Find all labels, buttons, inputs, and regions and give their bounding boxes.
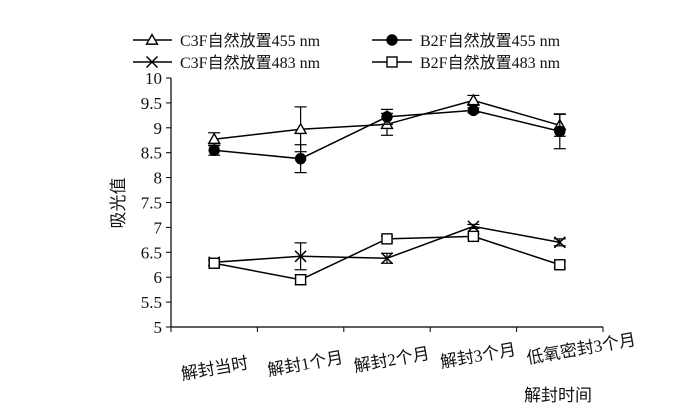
legend-marker-open-triangle xyxy=(145,33,159,45)
legend-marker-1-glyph-shape xyxy=(386,34,398,46)
series-2-point-2 xyxy=(380,252,394,265)
legend-marker-3-glyph-shape xyxy=(386,56,398,68)
series-layer xyxy=(207,93,567,286)
series-1-point-3-shape xyxy=(467,104,480,117)
legend-marker-x xyxy=(145,55,159,69)
y-tick-label-4: 7 xyxy=(154,218,163,237)
y-tick-label-7: 8.5 xyxy=(141,144,162,163)
series-2-point-1 xyxy=(294,250,307,263)
legend-marker-0-glyph xyxy=(145,33,159,45)
legend-marker-1-glyph xyxy=(386,34,398,46)
y-axis-title: 吸光值 xyxy=(109,178,128,229)
series-3-point-1-shape xyxy=(294,273,307,286)
series-1-point-0 xyxy=(208,144,220,156)
series-0-point-0-shape xyxy=(207,132,221,145)
series-3-point-2-shape xyxy=(381,233,393,245)
series-1-point-1-shape xyxy=(294,152,307,165)
series-1-point-1 xyxy=(294,152,307,165)
y-tick-label-9: 9.5 xyxy=(141,94,162,113)
series-3-point-3 xyxy=(467,230,480,243)
y-tick-label-2: 6 xyxy=(154,268,163,287)
series-2-point-1-stroke-b xyxy=(294,250,307,263)
y-tick-label-5: 7.5 xyxy=(141,194,162,213)
x-axis-ticks: 解封当时 解封1个月 解封2个月 解封3个月 低氧密封3个月 xyxy=(170,327,637,384)
series-3-point-2 xyxy=(381,233,393,245)
series-1-point-0-shape xyxy=(208,144,220,156)
series-1-point-2-shape xyxy=(381,111,393,123)
y-tick-label-8: 9 xyxy=(154,119,163,138)
y-tick-label-0: 5 xyxy=(154,318,163,337)
legend-label-c3f-483: C3F自然放置483 nm xyxy=(180,54,321,72)
series-2-point-3 xyxy=(467,220,480,233)
x-category-label-4: 低氧密封3个月 xyxy=(525,330,637,368)
series-1 xyxy=(208,104,566,174)
series-1-point-3 xyxy=(467,104,480,117)
legend-marker-0-glyph-shape xyxy=(145,33,159,45)
legend-marker-3-glyph xyxy=(386,56,398,68)
x-category-label-3: 解封3个月 xyxy=(439,340,518,372)
series-0-point-3 xyxy=(466,93,481,106)
legend-label-b2f-483: B2F自然放置483 nm xyxy=(420,54,561,72)
series-1-point-4-shape xyxy=(554,125,566,137)
series-2-point-3-stroke-b xyxy=(467,220,480,233)
y-tick-label-1: 5.5 xyxy=(141,293,162,312)
series-2-point-4 xyxy=(553,236,566,249)
series-0-point-1 xyxy=(293,122,308,135)
series-1-point-2 xyxy=(381,111,393,123)
series-3-point-4 xyxy=(554,259,566,271)
series-2 xyxy=(208,220,566,271)
x-category-label-1: 解封1个月 xyxy=(266,348,345,380)
series-3-point-3-shape xyxy=(467,230,480,243)
chart-legend: C3F自然放置455 nm B2F自然放置455 nm C3F自然放置483 n… xyxy=(133,32,561,72)
legend-label-c3f-455: C3F自然放置455 nm xyxy=(180,32,321,50)
series-0-point-3-shape xyxy=(466,93,481,106)
series-2-point-4-stroke-b xyxy=(553,236,566,249)
y-tick-label-6: 8 xyxy=(154,169,163,188)
x-category-label-2: 解封2个月 xyxy=(352,344,431,376)
legend-marker-2-glyph xyxy=(145,55,159,69)
series-0-point-1-shape xyxy=(293,122,308,135)
legend-label-b2f-455: B2F自然放置455 nm xyxy=(420,32,561,50)
legend-marker-open-square xyxy=(386,56,398,68)
series-3 xyxy=(208,230,566,286)
legend-marker-filled-circle xyxy=(386,34,398,46)
series-3-point-0 xyxy=(208,257,220,269)
series-1-point-4 xyxy=(554,125,566,137)
legend-marker-2-glyph-stroke-b xyxy=(145,55,159,69)
y-tick-label-10: 10 xyxy=(145,69,162,88)
series-3-point-0-shape xyxy=(208,257,220,269)
x-category-label-0: 解封当时 xyxy=(180,353,250,384)
series-2-point-2-stroke-b xyxy=(380,252,394,265)
x-axis-title: 解封时间 xyxy=(524,386,592,405)
series-3-point-4-shape xyxy=(554,259,566,271)
y-tick-label-3: 6.5 xyxy=(141,243,162,262)
series-3-point-1 xyxy=(294,273,307,286)
series-0-point-0 xyxy=(207,132,221,145)
y-axis-ticks: 5 5.5 6 6.5 7 7.5 8 8.5 9 9.5 10 xyxy=(141,69,171,337)
